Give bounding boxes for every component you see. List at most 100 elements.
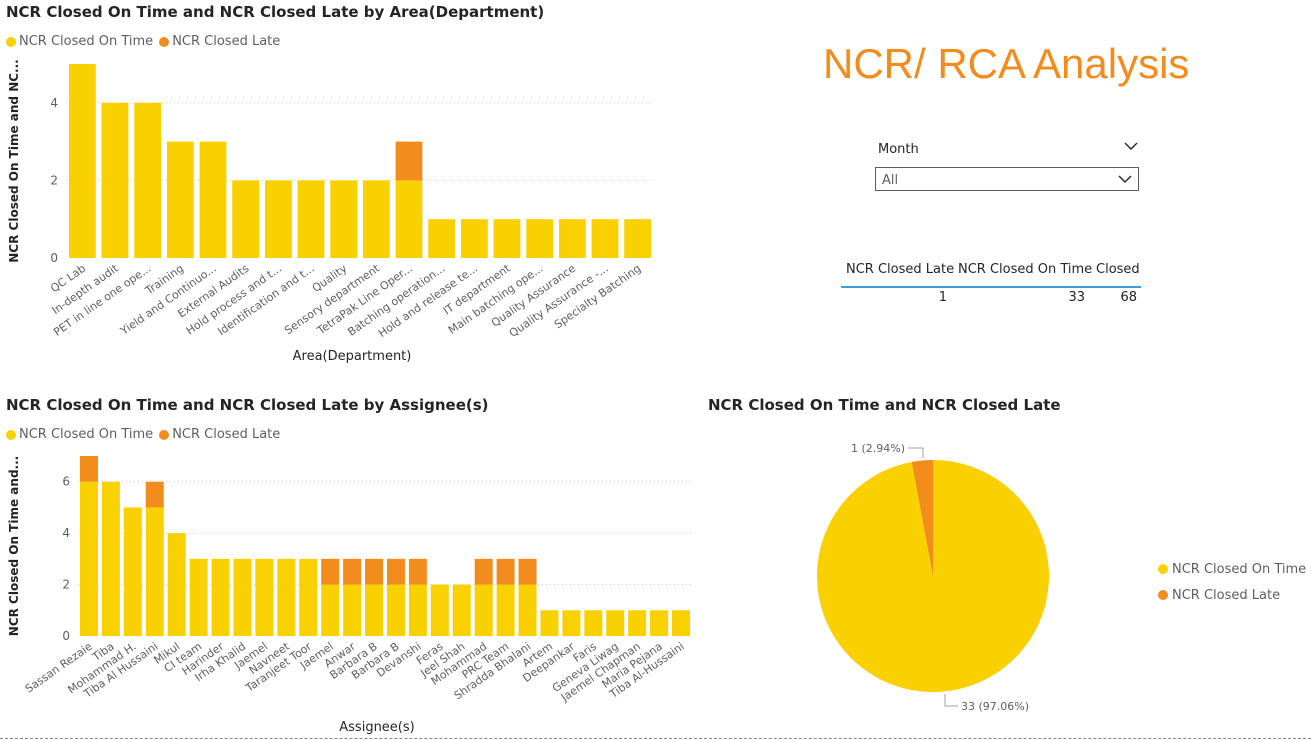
- x-axis-title: Assignee(s): [339, 720, 414, 735]
- legend-item-on-time[interactable]: NCR Closed On Time: [1158, 556, 1306, 582]
- bar-late[interactable]: [321, 558, 340, 585]
- bar-on-time[interactable]: [562, 610, 581, 636]
- assignee-chart-title: NCR Closed On Time and NCR Closed Late b…: [6, 396, 489, 414]
- bar-late[interactable]: [386, 558, 405, 585]
- report-title: NCR/ RCA Analysis: [823, 40, 1190, 87]
- bar-on-time[interactable]: [395, 180, 423, 258]
- bar-on-time[interactable]: [321, 584, 340, 636]
- pie-chart-title: NCR Closed On Time and NCR Closed Late: [708, 396, 1061, 414]
- chevron-down-icon: [1118, 175, 1132, 183]
- y-tick-label: 2: [62, 578, 70, 592]
- bar-on-time[interactable]: [558, 219, 586, 258]
- bar-on-time[interactable]: [540, 610, 559, 636]
- bar-on-time[interactable]: [211, 558, 230, 636]
- bar-on-time[interactable]: [199, 141, 227, 258]
- bar-on-time[interactable]: [386, 584, 405, 636]
- bar-on-time[interactable]: [452, 584, 471, 636]
- bar-on-time[interactable]: [299, 558, 318, 636]
- month-slicer-dropdown[interactable]: All: [875, 167, 1139, 191]
- bar-on-time[interactable]: [255, 558, 274, 636]
- legend-dot-icon: [1158, 590, 1168, 600]
- bar-on-time[interactable]: [166, 141, 194, 258]
- bar-on-time[interactable]: [264, 180, 292, 258]
- y-tick-label: 4: [62, 526, 70, 540]
- legend-item-on-time[interactable]: NCR Closed On Time: [6, 427, 153, 442]
- bar-on-time[interactable]: [650, 610, 669, 636]
- legend-label: NCR Closed On Time: [1172, 561, 1307, 577]
- legend-label: NCR Closed On Time: [19, 427, 154, 442]
- bar-on-time[interactable]: [101, 102, 129, 258]
- bar-on-time[interactable]: [493, 219, 521, 258]
- legend-item-on-time[interactable]: NCR Closed On Time: [6, 34, 153, 49]
- bar-on-time[interactable]: [68, 64, 96, 258]
- bar-on-time[interactable]: [297, 180, 325, 258]
- bar-on-time[interactable]: [672, 610, 691, 636]
- table-cell-closed: 68: [1120, 290, 1137, 305]
- bar-late[interactable]: [474, 558, 493, 585]
- bar-late[interactable]: [518, 558, 537, 585]
- legend-item-late[interactable]: NCR Closed Late: [159, 427, 280, 442]
- bar-on-time[interactable]: [123, 507, 142, 636]
- bar-on-time[interactable]: [628, 610, 647, 636]
- bar-on-time[interactable]: [134, 102, 162, 258]
- slicer-selected-value: All: [882, 173, 899, 188]
- bar-on-time[interactable]: [189, 558, 208, 636]
- table-header-closed-late[interactable]: NCR Closed Late: [846, 262, 955, 277]
- bar-on-time[interactable]: [167, 533, 186, 636]
- assignee-chart-legend: NCR Closed On Time NCR Closed Late: [6, 427, 286, 442]
- legend-item-late[interactable]: NCR Closed Late: [1158, 582, 1306, 608]
- y-tick-label: 2: [50, 173, 58, 187]
- legend-dot-icon: [1158, 564, 1168, 574]
- bar-on-time[interactable]: [584, 610, 603, 636]
- bar-on-time[interactable]: [330, 180, 358, 258]
- bar-on-time[interactable]: [591, 219, 619, 258]
- bar-late[interactable]: [343, 558, 362, 585]
- table-header-closed-on-time[interactable]: NCR Closed On Time: [958, 262, 1093, 277]
- y-axis-title: NCR Closed On Time and NC...: [7, 59, 21, 262]
- bar-on-time[interactable]: [233, 558, 252, 636]
- bar-on-time[interactable]: [101, 481, 120, 636]
- bar-on-time[interactable]: [79, 481, 98, 636]
- bar-on-time[interactable]: [232, 180, 260, 258]
- bar-on-time[interactable]: [496, 584, 515, 636]
- bar-on-time[interactable]: [428, 219, 456, 258]
- bar-on-time[interactable]: [365, 584, 384, 636]
- bar-late[interactable]: [145, 481, 164, 508]
- bar-on-time[interactable]: [145, 507, 164, 636]
- bar-on-time[interactable]: [474, 584, 493, 636]
- legend-label: NCR Closed Late: [172, 34, 281, 49]
- y-tick-label: 0: [62, 629, 70, 643]
- bar-on-time[interactable]: [624, 219, 652, 258]
- table-header-closed[interactable]: Closed: [1096, 262, 1140, 277]
- pie-leader-line: [944, 694, 958, 707]
- bar-on-time[interactable]: [277, 558, 296, 636]
- pie-slice-late[interactable]: [911, 460, 933, 576]
- y-tick-label: 0: [50, 251, 58, 265]
- bar-on-time[interactable]: [430, 584, 449, 636]
- legend-dot-icon: [6, 36, 16, 47]
- page-bottom-border: [0, 738, 1311, 739]
- bar-late[interactable]: [408, 558, 427, 585]
- pie-leader-line: [908, 447, 924, 458]
- bar-late[interactable]: [79, 456, 98, 482]
- legend-item-late[interactable]: NCR Closed Late: [159, 34, 280, 49]
- bar-late[interactable]: [365, 558, 384, 585]
- bar-on-time[interactable]: [343, 584, 362, 636]
- pie-chart[interactable]: 1 (2.94%) 33 (97.06%): [760, 430, 1110, 725]
- slicer-label: Month: [878, 142, 919, 157]
- bar-on-time[interactable]: [526, 219, 554, 258]
- table-header-divider: [841, 286, 1141, 288]
- bar-on-time[interactable]: [518, 584, 537, 636]
- y-tick-label: 6: [62, 475, 70, 489]
- bar-late[interactable]: [395, 141, 423, 181]
- x-axis-title: Area(Department): [293, 349, 412, 364]
- bar-late[interactable]: [496, 558, 515, 585]
- bar-on-time[interactable]: [606, 610, 625, 636]
- chevron-down-icon[interactable]: [1124, 140, 1138, 152]
- bar-on-time[interactable]: [362, 180, 390, 258]
- pie-data-label: 33 (97.06%): [961, 700, 1029, 713]
- bar-on-time[interactable]: [408, 584, 427, 636]
- bar-on-time[interactable]: [460, 219, 488, 258]
